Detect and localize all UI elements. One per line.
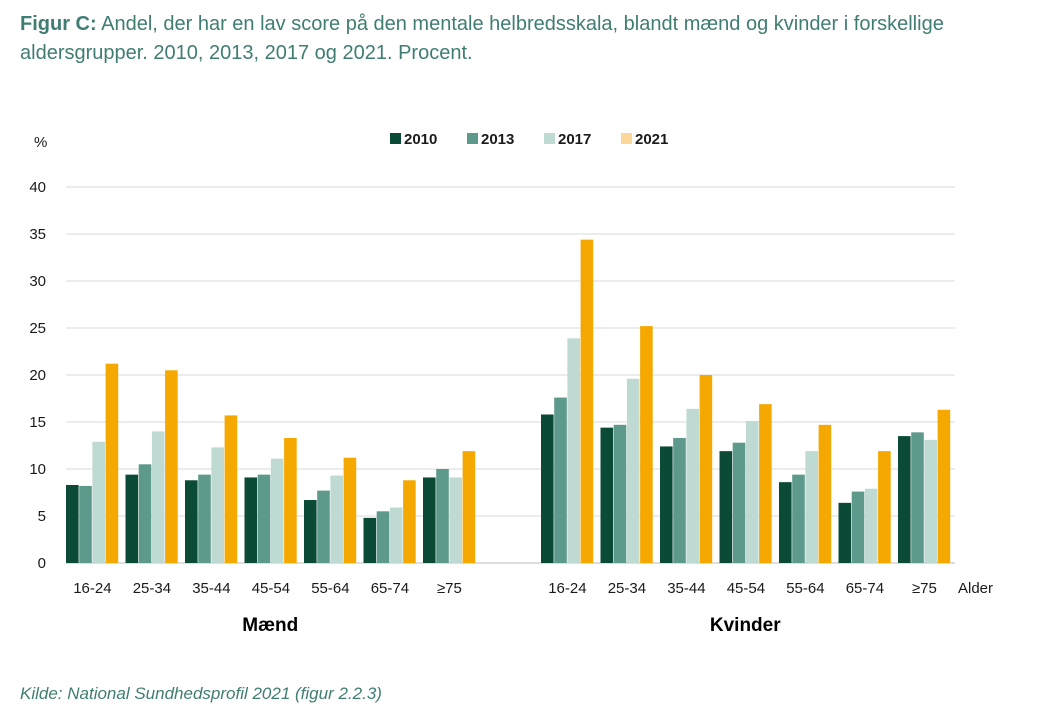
bar-maend-35-44-2017: [211, 447, 224, 563]
legend-label-2021: 2021: [635, 131, 668, 148]
x-tick-label: 25-34: [133, 580, 171, 597]
bar-kvinder-16-24-2010: [541, 414, 554, 563]
bar-kvinder-25-34-2013: [613, 424, 627, 563]
bar-kvinder-≥75-2013: [911, 432, 924, 563]
bar-maend-16-24-2021: [105, 363, 119, 563]
x-tick-label: ≥75: [437, 580, 462, 597]
bar-maend-25-34-2013: [138, 464, 152, 563]
y-axis-unit: %: [34, 134, 47, 151]
chart-title: Figur C: Andel, der har en lav score på …: [20, 10, 1020, 68]
bar-kvinder-≥75-2021: [937, 409, 951, 563]
group-label-maend: Mænd: [242, 615, 298, 636]
figure-caption: Andel, der har en lav score på den menta…: [20, 13, 944, 64]
bar-kvinder-35-44-2021: [699, 375, 713, 563]
x-tick-label: 45-54: [252, 580, 290, 597]
bar-kvinder-45-54-2010: [719, 451, 733, 563]
bar-maend-65-74-2013: [376, 511, 390, 563]
bar-maend-16-24-2013: [79, 485, 92, 563]
legend-swatch-2017: [544, 133, 555, 144]
legend-swatch-2013: [467, 133, 478, 144]
y-tick-label: 20: [29, 367, 46, 384]
x-tick-label: 25-34: [608, 580, 646, 597]
bar-kvinder-55-64-2021: [818, 424, 832, 563]
bar-maend-25-34-2021: [165, 370, 178, 563]
x-tick-label: 45-54: [727, 580, 765, 597]
bar-maend-16-24-2010: [66, 484, 79, 563]
bar-maend-35-44-2021: [224, 415, 238, 563]
legend-swatch-2021: [621, 133, 632, 144]
x-tick-label: 65-74: [846, 580, 884, 597]
bar-kvinder-16-24-2013: [554, 397, 567, 563]
bar-maend-65-74-2021: [403, 480, 416, 563]
y-tick-label: 10: [29, 461, 46, 478]
bar-maend-55-64-2010: [304, 500, 317, 563]
bar-kvinder-35-44-2013: [673, 437, 686, 563]
bar-kvinder-16-24-2017: [567, 338, 580, 563]
x-tick-label: 65-74: [371, 580, 409, 597]
legend-label-2017: 2017: [558, 131, 591, 148]
bar-maend-≥75-2017: [449, 477, 462, 563]
bar-kvinder-45-54-2013: [732, 442, 746, 563]
x-tick-label: 35-44: [667, 580, 705, 597]
bar-kvinder-35-44-2017: [686, 408, 699, 563]
bar-maend-45-54-2021: [284, 437, 297, 563]
bar-maend-25-34-2017: [151, 431, 165, 563]
bar-kvinder-65-74-2013: [851, 491, 865, 563]
y-tick-label: 30: [29, 273, 46, 290]
legend-label-2010: 2010: [404, 131, 437, 148]
bar-maend-35-44-2010: [185, 480, 198, 563]
bar-maend-55-64-2021: [343, 457, 357, 563]
bar-maend-25-34-2010: [125, 474, 139, 563]
bar-maend-45-54-2013: [257, 474, 271, 563]
y-tick-label: 5: [38, 508, 46, 525]
bar-kvinder-55-64-2013: [792, 474, 805, 563]
bar-maend-45-54-2010: [244, 477, 258, 563]
bar-kvinder-55-64-2010: [779, 482, 792, 563]
bar-kvinder-25-34-2021: [640, 326, 653, 563]
bar-maend-55-64-2017: [330, 475, 343, 563]
y-tick-label: 40: [29, 179, 46, 196]
x-tick-label: 35-44: [192, 580, 230, 597]
bar-kvinder-45-54-2017: [745, 421, 759, 563]
bar-maend-16-24-2017: [92, 441, 105, 563]
bar-kvinder-≥75-2017: [924, 439, 937, 563]
x-tick-label: 55-64: [786, 580, 824, 597]
legend-label-2013: 2013: [481, 131, 514, 148]
x-tick-label: 16-24: [73, 580, 111, 597]
figure-label: Figur C:: [20, 13, 97, 35]
bar-kvinder-16-24-2021: [580, 239, 594, 563]
bar-maend-≥75-2021: [462, 451, 476, 563]
x-tick-label: 16-24: [548, 580, 586, 597]
bar-maend-≥75-2010: [423, 477, 436, 563]
y-tick-label: 35: [29, 226, 46, 243]
legend-swatch-2010: [390, 133, 401, 144]
bar-maend-65-74-2017: [389, 507, 403, 563]
group-label-kvinder: Kvinder: [710, 615, 781, 636]
bar-kvinder-≥75-2010: [898, 436, 911, 563]
bar-kvinder-35-44-2010: [660, 446, 673, 563]
bar-kvinder-65-74-2017: [864, 488, 878, 563]
x-tick-label: ≥75: [912, 580, 937, 597]
bar-kvinder-65-74-2021: [878, 451, 891, 563]
bar-maend-≥75-2013: [436, 469, 449, 563]
y-tick-label: 0: [38, 555, 46, 572]
bar-kvinder-25-34-2017: [626, 378, 640, 563]
bar-kvinder-45-54-2021: [759, 404, 772, 563]
bar-maend-45-54-2017: [270, 458, 284, 563]
bar-kvinder-25-34-2010: [600, 427, 614, 563]
bar-kvinder-55-64-2017: [805, 451, 818, 563]
source-note: Kilde: National Sundhedsprofil 2021 (fig…: [20, 684, 382, 703]
bar-maend-65-74-2010: [363, 517, 377, 563]
bar-maend-35-44-2013: [198, 474, 211, 563]
bar-maend-55-64-2013: [317, 490, 330, 563]
x-axis-label: Alder: [958, 580, 993, 597]
y-tick-label: 15: [29, 414, 46, 431]
x-tick-label: 55-64: [311, 580, 349, 597]
bar-kvinder-65-74-2010: [838, 502, 852, 563]
y-tick-label: 25: [29, 320, 46, 337]
